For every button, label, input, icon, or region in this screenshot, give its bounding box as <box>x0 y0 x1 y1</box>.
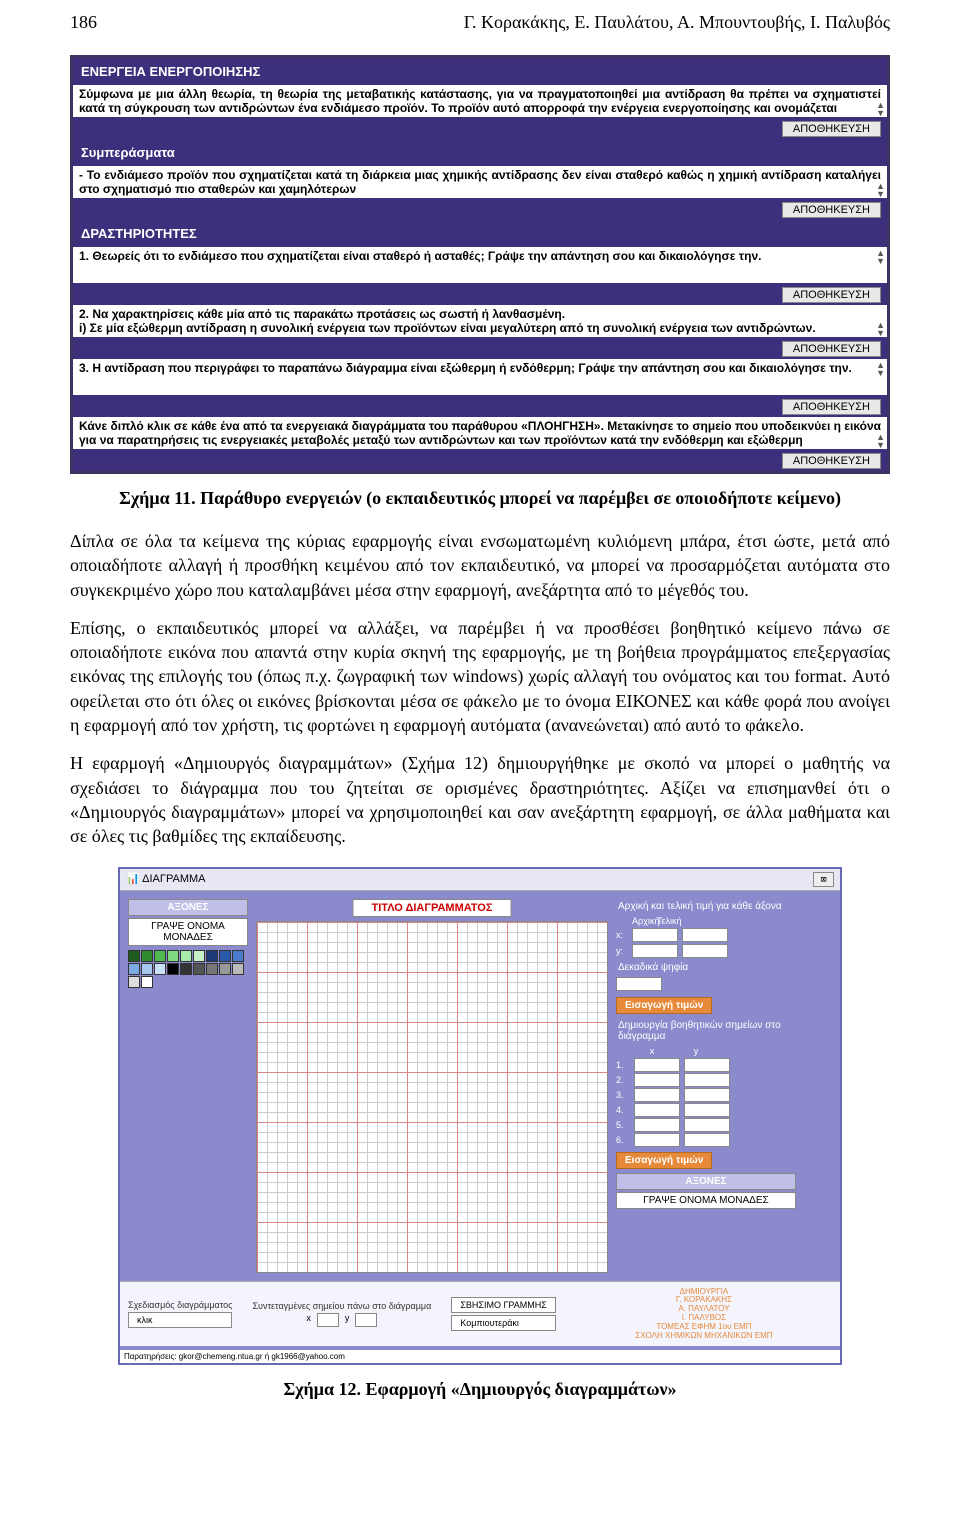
klik-button[interactable]: κλικ <box>128 1312 232 1328</box>
x-start-input[interactable]: 0 <box>632 928 678 942</box>
axis-name-input[interactable]: ΓΡΑΨΕ ΟΝΟΜΑ ΜΟΝΑΔΕΣ <box>128 918 248 946</box>
helper-x-3[interactable]: 0 <box>634 1088 680 1102</box>
caption-1: Σχήμα 11. Παράθυρο ενεργειών (ο εκπαιδευ… <box>0 488 960 509</box>
axis-name-input-2[interactable]: ΓΡΑΨΕ ΟΝΟΜΑ ΜΟΝΑΔΕΣ <box>616 1192 796 1209</box>
helper-x-6[interactable]: 0 <box>634 1133 680 1147</box>
app1-text-2[interactable]: - Το ενδιάμεσο προϊόν που σχηματίζεται κ… <box>73 166 887 198</box>
helper-y-2[interactable]: 0 <box>684 1073 730 1087</box>
save-button[interactable]: ΑΠΟΘΗΚΕΥΣΗ <box>782 341 881 357</box>
color-swatch[interactable] <box>141 950 153 962</box>
close-icon[interactable]: ⌧ <box>813 872 834 887</box>
color-swatch[interactable] <box>141 976 153 988</box>
right-head: Αρχική και τελική τιμή για κάθε άξονα <box>616 899 796 914</box>
draw-label: Σχεδιασμός διαγράμματος <box>128 1300 232 1310</box>
color-swatch[interactable] <box>128 950 140 962</box>
credits: ΔΗΜΙΟΥΡΓΙΑ Γ. ΚΟΡΑΚΑΚΗΣ Α. ΠΑΥΛΑΤΟΥ Ι. Π… <box>576 1288 832 1341</box>
scroll-arrows-icon[interactable]: ▲▼ <box>876 101 885 117</box>
paragraph-1: Δίπλα σε όλα τα κείμενα της κύριας εφαρμ… <box>70 529 890 602</box>
save-button[interactable]: ΑΠΟΘΗΚΕΥΣΗ <box>782 399 881 415</box>
save-button[interactable]: ΑΠΟΘΗΚΕΥΣΗ <box>782 453 881 469</box>
color-swatch[interactable] <box>180 963 192 975</box>
y-start-input[interactable]: 0 <box>632 944 678 958</box>
decimal-label: Δεκαδικά ψηφία <box>616 960 796 975</box>
scroll-arrows-icon[interactable]: ▲▼ <box>876 361 885 377</box>
app1-q3-answer[interactable] <box>73 377 887 395</box>
helper-x-2[interactable]: 0 <box>634 1073 680 1087</box>
color-swatch[interactable] <box>128 963 140 975</box>
helper-y-5[interactable]: 0 <box>684 1118 730 1132</box>
color-swatch[interactable] <box>128 976 140 988</box>
chart-title-input[interactable]: ΤΙΤΛΟ ΔΙΑΓΡΑΜΜΑΤΟΣ <box>353 899 512 917</box>
app1-header-3: ΔΡΑΣΤΗΡΙΟΤΗΤΕΣ <box>73 220 887 247</box>
axones-label-2: ΑΞΟΝΕΣ <box>616 1173 796 1190</box>
helper-y-3[interactable]: 0 <box>684 1088 730 1102</box>
chart-grid[interactable] <box>256 921 608 1273</box>
color-swatch[interactable] <box>206 950 218 962</box>
app1-q3[interactable]: 3. Η αντίδραση που περιγράφει το παραπάν… <box>73 359 887 377</box>
color-swatch[interactable] <box>193 950 205 962</box>
helper-y-1[interactable]: 0 <box>684 1058 730 1072</box>
coord-y <box>355 1313 377 1327</box>
helper-label: Δημιουργία βοηθητικών σημείων στο διάγρα… <box>616 1018 796 1044</box>
paragraph-3: Η εφαρμογή «Δημιουργός διαγραμμάτων» (Σχ… <box>70 751 890 848</box>
scroll-arrows-icon[interactable]: ▲▼ <box>876 321 885 337</box>
app1-header-1: ΕΝΕΡΓΕΙΑ ΕΝΕΡΓΟΠΟΙΗΣΗΣ <box>73 58 887 85</box>
color-swatch[interactable] <box>219 963 231 975</box>
app1-q1-answer[interactable] <box>73 265 887 283</box>
app1-window: ΕΝΕΡΓΕΙΑ ΕΝΕΡΓΟΠΟΙΗΣΗΣ Σύμφωνα με μια άλ… <box>70 55 890 474</box>
color-swatches <box>128 950 248 988</box>
coords-label: Συντεταγμένες σημείου πάνω στο διάγραμμα <box>252 1301 431 1311</box>
color-swatch[interactable] <box>206 963 218 975</box>
helper-y-6[interactable]: 0 <box>684 1133 730 1147</box>
x-end-input[interactable]: 0 <box>682 928 728 942</box>
coord-x <box>317 1313 339 1327</box>
app1-q1[interactable]: 1. Θεωρείς ότι το ενδιάμεσο που σχηματίζ… <box>73 247 887 265</box>
email-footer: Παρατηρήσεις: gkor@chemeng.ntua.gr ή gk1… <box>120 1350 840 1363</box>
insert-values-button-2[interactable]: Εισαγωγή τιμών <box>616 1152 712 1169</box>
save-button[interactable]: ΑΠΟΘΗΚΕΥΣΗ <box>782 287 881 303</box>
helper-x-1[interactable]: 0 <box>634 1058 680 1072</box>
scroll-arrows-icon[interactable]: ▲▼ <box>876 182 885 198</box>
page-number: 186 <box>70 12 97 33</box>
insert-values-button[interactable]: Εισαγωγή τιμών <box>616 997 712 1014</box>
axones-label: ΑΞΟΝΕΣ <box>128 899 248 916</box>
helper-x-5[interactable]: 0 <box>634 1118 680 1132</box>
scroll-arrows-icon[interactable]: ▲▼ <box>876 249 885 265</box>
erase-button[interactable]: ΣΒΗΣΙΜΟ ΓΡΑΜΜΗΣ <box>451 1297 555 1313</box>
color-swatch[interactable] <box>167 963 179 975</box>
color-swatch[interactable] <box>154 950 166 962</box>
authors: Γ. Κορακάκης, Ε. Παυλάτου, Α. Μπουντουβή… <box>464 12 890 33</box>
app1-header-2: Συμπεράσματα <box>73 139 887 166</box>
caption-2: Σχήμα 12. Εφαρμογή «Δημιουργός διαγραμμά… <box>0 1379 960 1400</box>
save-button[interactable]: ΑΠΟΘΗΚΕΥΣΗ <box>782 121 881 137</box>
color-swatch[interactable] <box>232 950 244 962</box>
color-swatch[interactable] <box>193 963 205 975</box>
y-end-input[interactable]: 0 <box>682 944 728 958</box>
paragraph-2: Επίσης, ο εκπαιδευτικός μπορεί να αλλάξε… <box>70 616 890 737</box>
decimal-input[interactable]: 0 <box>616 977 662 991</box>
app1-final[interactable]: Κάνε διπλό κλικ σε κάθε ένα από τα ενεργ… <box>73 417 887 449</box>
scroll-arrows-icon[interactable]: ▲▼ <box>876 433 885 449</box>
helper-y-4[interactable]: 0 <box>684 1103 730 1117</box>
color-swatch[interactable] <box>141 963 153 975</box>
color-swatch[interactable] <box>232 963 244 975</box>
helper-x-4[interactable]: 0 <box>634 1103 680 1117</box>
app2-window: 📊 ΔΙΑΓΡΑΜΜΑ ⌧ ΑΞΟΝΕΣ ΓΡΑΨΕ ΟΝΟΜΑ ΜΟΝΑΔΕΣ… <box>118 867 842 1366</box>
app1-text-1[interactable]: Σύμφωνα με μια άλλη θεωρία, τη θεωρία τη… <box>73 85 887 117</box>
color-swatch[interactable] <box>180 950 192 962</box>
save-button[interactable]: ΑΠΟΘΗΚΕΥΣΗ <box>782 202 881 218</box>
app2-title: 📊 ΔΙΑΓΡΑΜΜΑ <box>126 872 205 887</box>
calculator-button[interactable]: Κομπιουτεράκι <box>451 1315 555 1331</box>
color-swatch[interactable] <box>154 963 166 975</box>
app1-q2[interactable]: 2. Να χαρακτηρίσεις κάθε μία από τις παρ… <box>73 305 887 337</box>
color-swatch[interactable] <box>167 950 179 962</box>
color-swatch[interactable] <box>219 950 231 962</box>
